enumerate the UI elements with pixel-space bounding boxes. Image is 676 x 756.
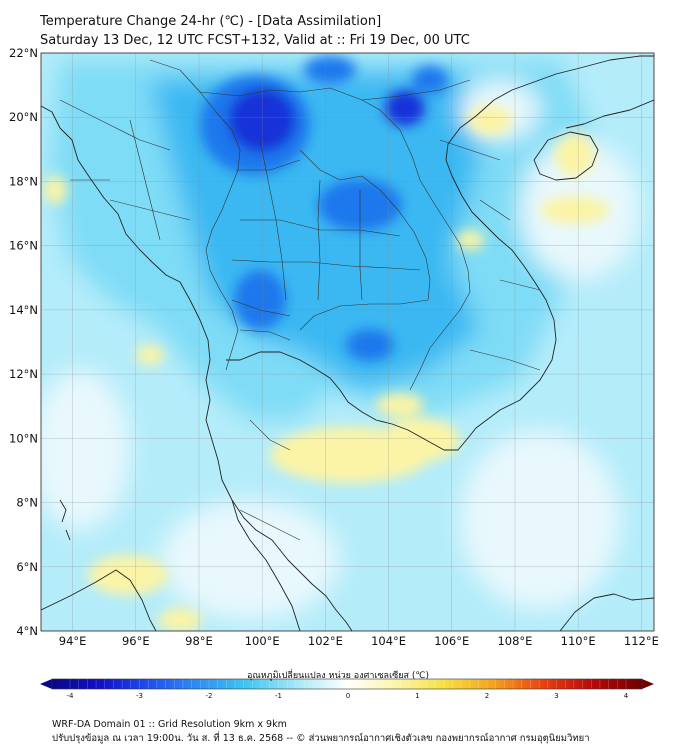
longitude-labels: 94°E 96°E 98°E 100°E 102°E 104°E 106°E 108°E 110… <box>59 634 659 648</box>
colorbar-tick-label: 2 <box>485 692 489 700</box>
colorbar-tick-label: -1 <box>275 692 282 700</box>
colorbar-tick-label: -2 <box>206 692 213 700</box>
lon-label: 106°E <box>434 634 469 648</box>
lon-label: 110°E <box>561 634 596 648</box>
colorbar-tick-label: -4 <box>67 692 75 700</box>
lat-label: 10°N <box>9 431 38 445</box>
colorbar-tick-label: 4 <box>624 692 629 700</box>
colorbar-outline <box>51 678 643 690</box>
lat-label: 6°N <box>16 560 38 574</box>
lat-label: 14°N <box>9 303 38 317</box>
lon-label: 102°E <box>308 634 343 648</box>
lon-label: 104°E <box>371 634 406 648</box>
colorbar-min-arrow <box>40 679 52 689</box>
colorbar-body <box>52 679 642 689</box>
lon-label: 98°E <box>185 634 213 648</box>
lat-label: 20°N <box>9 110 38 124</box>
lon-label: 94°E <box>59 634 87 648</box>
footer-line-1: WRF-DA Domain 01 :: Grid Resolution 9km … <box>52 719 287 730</box>
lat-label: 18°N <box>9 174 38 188</box>
lat-label: 8°N <box>16 496 38 510</box>
lon-label: 112°E <box>624 634 659 648</box>
title-line-2: Saturday 13 Dec, 12 UTC FCST+132, Valid … <box>40 33 470 48</box>
map-title: Temperature Change 24-hr (℃) - [Data Ass… <box>40 12 470 50</box>
colorbar-tick-label: -3 <box>136 692 143 700</box>
lon-label: 100°E <box>245 634 280 648</box>
map-frame <box>40 52 655 632</box>
colorbar-max-arrow <box>642 679 654 689</box>
latitude-labels: 22°N 20°N 18°N 16°N 14°N 12°N 10°N 8°N 6°N 4°N <box>9 46 38 638</box>
footer: WRF-DA Domain 01 :: Grid Resolution 9km … <box>52 718 590 746</box>
temperature-field <box>41 53 654 631</box>
colorbar-tick-label: 1 <box>415 692 419 700</box>
lat-label: 12°N <box>9 367 38 381</box>
lat-label: 22°N <box>9 46 38 60</box>
colorbar-tick-label: 0 <box>346 692 350 700</box>
coastlines <box>41 55 654 631</box>
colorbar-ticks: -4 -3 -2 -1 0 1 2 3 4 <box>67 692 629 700</box>
gridlines <box>41 53 654 631</box>
lon-label: 96°E <box>122 634 150 648</box>
lat-label: 16°N <box>9 239 38 253</box>
title-line-1: Temperature Change 24-hr (℃) - [Data Ass… <box>40 14 382 29</box>
lon-label: 108°E <box>497 634 532 648</box>
borders <box>59 59 541 541</box>
lat-label: 4°N <box>16 624 38 638</box>
footer-line-2: ปรับปรุงข้อมูล ณ เวลา 19:00น. วัน ส. ที่… <box>52 733 590 744</box>
colorbar-title: อุณหภูมิเปลี่ยนแปลง หน่วย องศาเซลเซียส (… <box>246 671 430 681</box>
colorbar-tick-label: 3 <box>554 692 558 700</box>
colorbar <box>40 678 654 690</box>
